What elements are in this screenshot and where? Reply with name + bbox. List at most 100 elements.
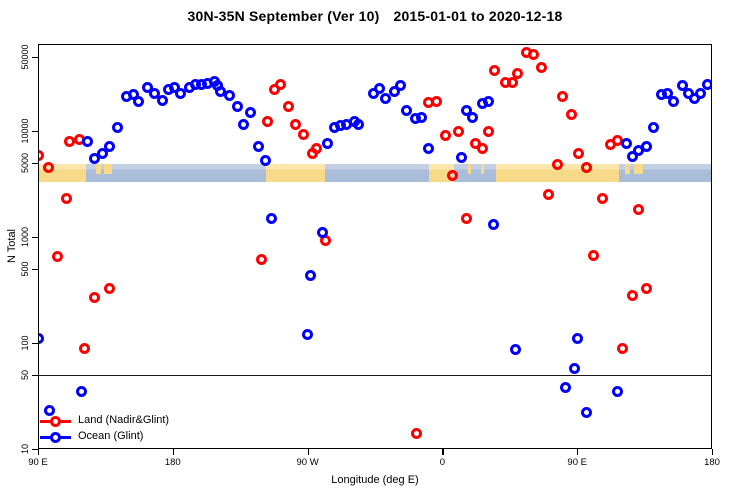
y-tick: [32, 131, 38, 133]
data-point-ocean: [38, 333, 44, 345]
data-point-land: [51, 251, 63, 263]
data-point-land: [60, 193, 72, 205]
data-point-land: [453, 126, 465, 138]
data-point-land: [439, 130, 451, 142]
x-tick-label: 90 W: [296, 457, 319, 468]
y-tick-label: 10: [20, 443, 30, 455]
data-point-ocean: [132, 96, 144, 108]
data-point-ocean: [571, 333, 583, 345]
y-tick: [32, 343, 38, 345]
data-point-land: [556, 91, 568, 103]
data-point-ocean: [415, 112, 427, 124]
data-point-ocean: [580, 407, 592, 419]
data-point-ocean: [168, 82, 180, 94]
data-point-ocean: [388, 85, 400, 97]
data-point-ocean: [237, 118, 249, 130]
data-point-ocean: [321, 137, 333, 149]
data-point-ocean: [627, 151, 639, 163]
x-tick-label: 90 E: [28, 457, 48, 468]
data-point-ocean: [483, 95, 495, 107]
data-point-ocean: [676, 79, 688, 91]
y-axis-title: N Total: [6, 228, 18, 264]
data-point-ocean: [661, 87, 673, 99]
data-point-land: [63, 136, 75, 148]
data-point-ocean: [466, 112, 478, 124]
data-point-land: [597, 193, 609, 205]
data-point-ocean: [111, 121, 123, 133]
legend-label: Land (Nadir&Glint): [78, 414, 170, 426]
data-point-ocean: [81, 136, 93, 148]
data-point-ocean: [44, 405, 56, 417]
data-point-ocean: [621, 137, 633, 149]
data-point-land: [640, 282, 652, 294]
y-tick-label: 100: [20, 335, 30, 351]
data-point-ocean: [394, 79, 406, 91]
x-tick-label: 180: [164, 457, 181, 468]
data-point-ocean: [305, 270, 317, 282]
data-point-ocean: [702, 78, 712, 90]
x-tick-label: 180: [704, 457, 720, 468]
data-point-ocean: [317, 227, 329, 239]
data-point-ocean: [373, 83, 385, 95]
x-tick: [577, 449, 579, 455]
map-band-island-segment: [481, 164, 485, 174]
legend-item-land: Land (Nadir&Glint): [40, 413, 240, 429]
data-point-ocean: [149, 88, 161, 100]
y-tick: [32, 237, 38, 239]
data-point-land: [297, 128, 309, 140]
data-point-land: [489, 64, 501, 76]
data-point-land: [290, 118, 302, 130]
data-point-ocean: [266, 212, 278, 224]
x-tick: [307, 449, 309, 455]
data-point-ocean: [682, 87, 694, 99]
data-point-land: [460, 212, 472, 224]
x-tick-label: 90 E: [567, 457, 587, 468]
reference-line-n50: [38, 374, 712, 377]
x-tick: [38, 449, 40, 455]
legend-circle-icon: [50, 416, 61, 427]
data-point-ocean: [141, 82, 153, 94]
legend: Land (Nadir&Glint) Ocean (Glint): [40, 413, 240, 445]
data-point-land: [89, 291, 101, 303]
x-axis-title: Longitude (deg E): [331, 474, 419, 486]
data-point-ocean: [260, 154, 272, 166]
data-point-land: [511, 68, 523, 80]
data-point-ocean: [640, 141, 652, 153]
map-band-island-segment: [625, 164, 630, 174]
data-point-ocean: [231, 101, 243, 113]
data-point-land: [282, 100, 294, 112]
data-point-ocean: [688, 93, 700, 105]
data-point-ocean: [174, 87, 186, 99]
data-point-land: [616, 343, 628, 355]
data-point-land: [78, 343, 90, 355]
data-point-land: [477, 142, 489, 154]
data-point-land: [261, 115, 273, 127]
data-point-land: [535, 62, 547, 74]
data-point-land: [573, 148, 585, 160]
chart-title: 30N-35N September (Ver 10) 2015-01-01 to …: [0, 8, 750, 24]
y-tick: [32, 268, 38, 271]
data-point-land: [447, 170, 459, 182]
legend-circle-icon: [50, 432, 61, 443]
data-point-land: [543, 189, 555, 201]
data-point-ocean: [460, 105, 472, 117]
data-point-land: [580, 162, 592, 174]
data-point-ocean: [96, 147, 108, 159]
data-point-land: [633, 204, 645, 216]
data-point-land: [255, 253, 267, 265]
data-point-ocean: [104, 141, 116, 153]
x-tick: [442, 449, 444, 455]
y-tick: [32, 449, 38, 451]
chart-title-dates: 2015-01-01 to 2020-12-18: [393, 8, 563, 24]
chart-title-main: 30N-35N September (Ver 10): [187, 8, 380, 24]
data-point-ocean: [559, 382, 571, 394]
data-point-ocean: [156, 95, 168, 107]
data-point-land: [528, 49, 540, 61]
map-band-island-segment: [467, 164, 471, 174]
legend-label: Ocean (Glint): [78, 430, 144, 442]
data-point-ocean: [353, 118, 365, 130]
map-band-island-segment: [103, 164, 113, 174]
data-point-land: [42, 162, 54, 174]
y-tick-label: 500: [20, 261, 30, 277]
